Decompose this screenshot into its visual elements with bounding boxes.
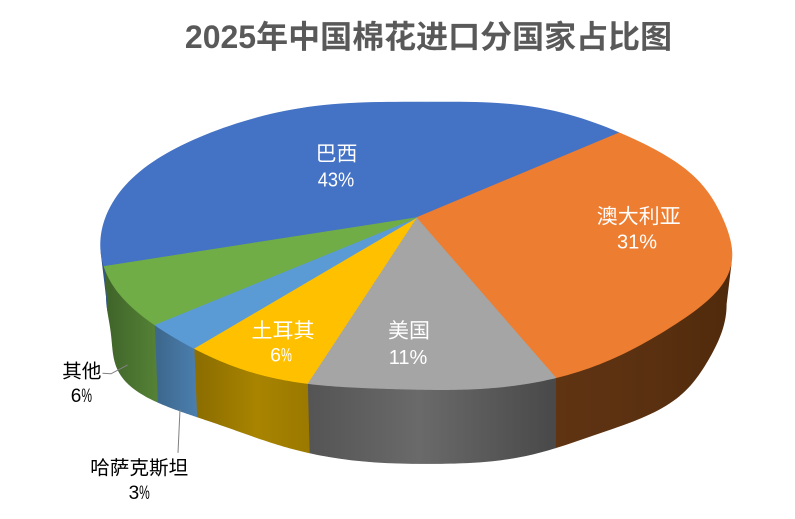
svg-text:31%: 31%	[617, 232, 657, 254]
svg-text:%: %	[139, 483, 150, 503]
svg-text:%: %	[281, 345, 292, 367]
svg-text:3: 3	[129, 483, 140, 504]
svg-text:2025: 2025	[185, 19, 256, 55]
svg-text:6: 6	[71, 386, 82, 407]
svg-text:%: %	[81, 387, 92, 407]
svg-text:11%: 11%	[389, 347, 428, 369]
svg-text:6: 6	[270, 344, 281, 366]
svg-text:43%: 43%	[318, 170, 355, 192]
